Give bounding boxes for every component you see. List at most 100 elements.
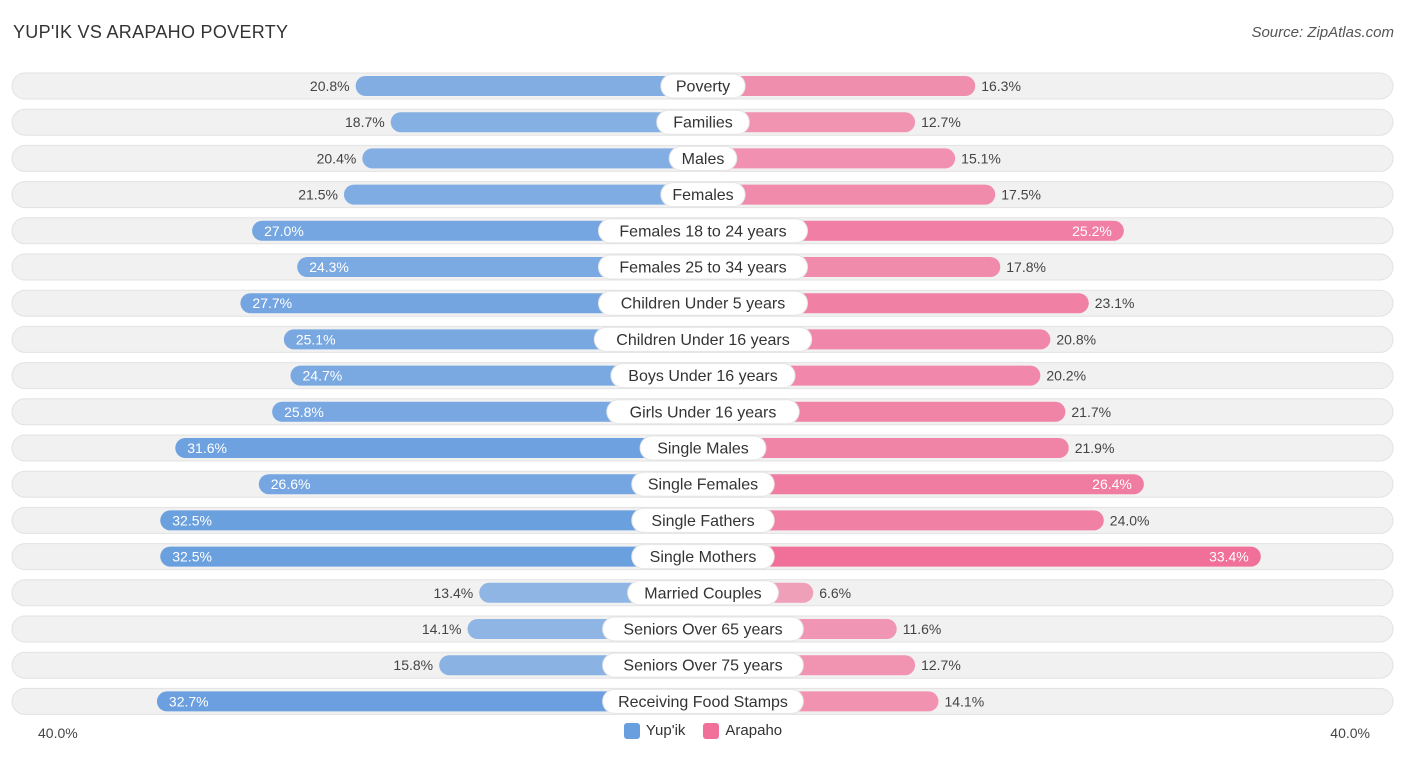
category-label: Single Females (648, 477, 758, 494)
category-pill (606, 399, 800, 425)
bar-arapaho (703, 112, 916, 133)
bar-arapaho (703, 184, 996, 205)
value-label-yupik: 32.5% (172, 549, 212, 565)
row-females-25-to-34-years: 24.3% 17.8% Females 25 to 34 years (11, 253, 1394, 281)
category-pill (610, 363, 796, 389)
category-label: Single Mothers (650, 549, 757, 566)
row-boys-under-16-years: 24.7% 20.2% Boys Under 16 years (11, 362, 1394, 390)
row-girls-under-16-years: 25.8% 21.7% Girls Under 16 years (11, 398, 1394, 426)
row-males: 20.4% 15.1% Males (11, 144, 1394, 172)
value-label-arapaho: 21.7% (1071, 404, 1111, 420)
category-label: Females (672, 187, 733, 204)
value-label-arapaho: 6.6% (819, 585, 851, 601)
category-pill (668, 145, 738, 171)
bar-arapaho (703, 474, 1144, 495)
bar-arapaho (703, 510, 1104, 531)
row-seniors-over-65-years: 14.1% 11.6% Seniors Over 65 years (11, 615, 1394, 643)
row-poverty: 20.8% 16.3% Poverty (11, 72, 1394, 100)
value-label-arapaho: 25.2% (1072, 223, 1112, 239)
source-label: Source: ZipAtlas.com (1251, 24, 1394, 41)
category-pill (660, 182, 746, 208)
value-label-yupik: 18.7% (345, 114, 385, 130)
value-label-yupik: 25.1% (296, 331, 336, 347)
axis-label-right: 40.0% (1330, 725, 1370, 741)
category-pill (631, 544, 775, 570)
row-families: 18.7% 12.7% Families (11, 108, 1394, 136)
category-label: Seniors Over 65 years (623, 622, 782, 639)
value-label-arapaho: 12.7% (921, 114, 961, 130)
row-single-males: 31.6% 21.9% Single Males (11, 434, 1394, 462)
bar-yupik (362, 148, 703, 169)
bar-yupik (175, 438, 703, 458)
value-label-arapaho: 17.5% (1001, 187, 1041, 203)
category-label: Families (673, 115, 733, 132)
row-single-fathers: 32.5% 24.0% Single Fathers (11, 506, 1394, 534)
bar-yupik (252, 220, 703, 241)
row-children-under-5-years: 27.7% 23.1% Children Under 5 years (11, 289, 1394, 317)
value-label-yupik: 32.5% (172, 512, 212, 528)
category-pill (627, 580, 779, 606)
category-pill (631, 507, 775, 533)
category-label: Receiving Food Stamps (618, 694, 788, 711)
category-pill (602, 652, 804, 678)
row-single-mothers: 32.5% 33.4% Single Mothers (11, 543, 1394, 571)
category-label: Children Under 5 years (621, 296, 786, 313)
value-label-yupik: 25.8% (284, 404, 324, 420)
bar-yupik (156, 691, 703, 712)
value-label-yupik: 21.5% (298, 187, 338, 203)
row-females: 21.5% 17.5% Females (11, 181, 1394, 209)
value-label-yupik: 13.4% (434, 585, 474, 601)
legend: Yup'ik Arapaho (0, 722, 1406, 739)
chart-title: YUP'IK VS ARAPAHO POVERTY (13, 22, 289, 42)
row-seniors-over-75-years: 15.8% 12.7% Seniors Over 75 years (11, 651, 1394, 679)
row-females-18-to-24-years: 27.0% 25.2% Females 18 to 24 years (11, 217, 1394, 245)
category-pill (639, 435, 767, 461)
category-pill (602, 616, 804, 642)
category-label: Girls Under 16 years (630, 404, 777, 421)
bar-yupik (390, 112, 703, 133)
category-pill (631, 471, 775, 497)
value-label-yupik: 24.3% (309, 259, 349, 275)
legend-swatch-arapaho (703, 722, 720, 739)
value-label-arapaho: 33.4% (1209, 549, 1249, 565)
category-pill (597, 218, 809, 244)
value-label-arapaho: 14.1% (944, 693, 984, 709)
category-pill (597, 254, 809, 280)
value-label-yupik: 27.0% (264, 223, 304, 239)
bar-yupik (272, 401, 703, 422)
legend-label-yupik: Yup'ik (645, 722, 686, 739)
bar-yupik (343, 184, 703, 205)
category-label: Single Males (657, 441, 749, 458)
bar-yupik (160, 546, 703, 567)
category-label: Males (682, 151, 725, 168)
value-label-yupik: 26.6% (271, 476, 311, 492)
value-label-arapaho: 21.9% (1075, 440, 1115, 456)
row-receiving-food-stamps: 32.7% 14.1% Receiving Food Stamps (11, 687, 1394, 715)
diverging-bar-chart: 20.8% 16.3% Poverty 18.7% 12.7% Families 20.4%… (11, 72, 1394, 715)
bar-yupik (240, 293, 703, 314)
bar-arapaho (703, 220, 1124, 241)
category-label: Seniors Over 75 years (623, 658, 782, 675)
bar-arapaho (703, 438, 1069, 458)
value-label-yupik: 32.7% (169, 693, 209, 709)
value-label-arapaho: 20.2% (1046, 368, 1086, 384)
value-label-arapaho: 20.8% (1056, 331, 1096, 347)
bar-yupik (355, 76, 703, 96)
legend-item-yupik: Yup'ik (623, 722, 686, 739)
value-label-arapaho: 12.7% (921, 657, 961, 673)
legend-label-arapaho: Arapaho (725, 722, 783, 739)
value-label-yupik: 15.8% (393, 657, 433, 673)
category-label: Single Fathers (651, 513, 754, 530)
bar-arapaho (703, 546, 1261, 567)
category-pill (593, 326, 813, 352)
value-label-arapaho: 24.0% (1110, 512, 1150, 528)
bar-arapaho (703, 76, 976, 96)
value-label-yupik: 14.1% (422, 621, 462, 637)
category-pill (656, 109, 750, 135)
category-label: Females 25 to 34 years (619, 260, 786, 277)
value-label-yupik: 27.7% (252, 295, 292, 311)
bar-yupik (160, 510, 703, 531)
value-label-yupik: 24.7% (303, 368, 343, 384)
row-married-couples: 13.4% 6.6% Married Couples (11, 579, 1394, 607)
category-label: Children Under 16 years (616, 332, 789, 349)
